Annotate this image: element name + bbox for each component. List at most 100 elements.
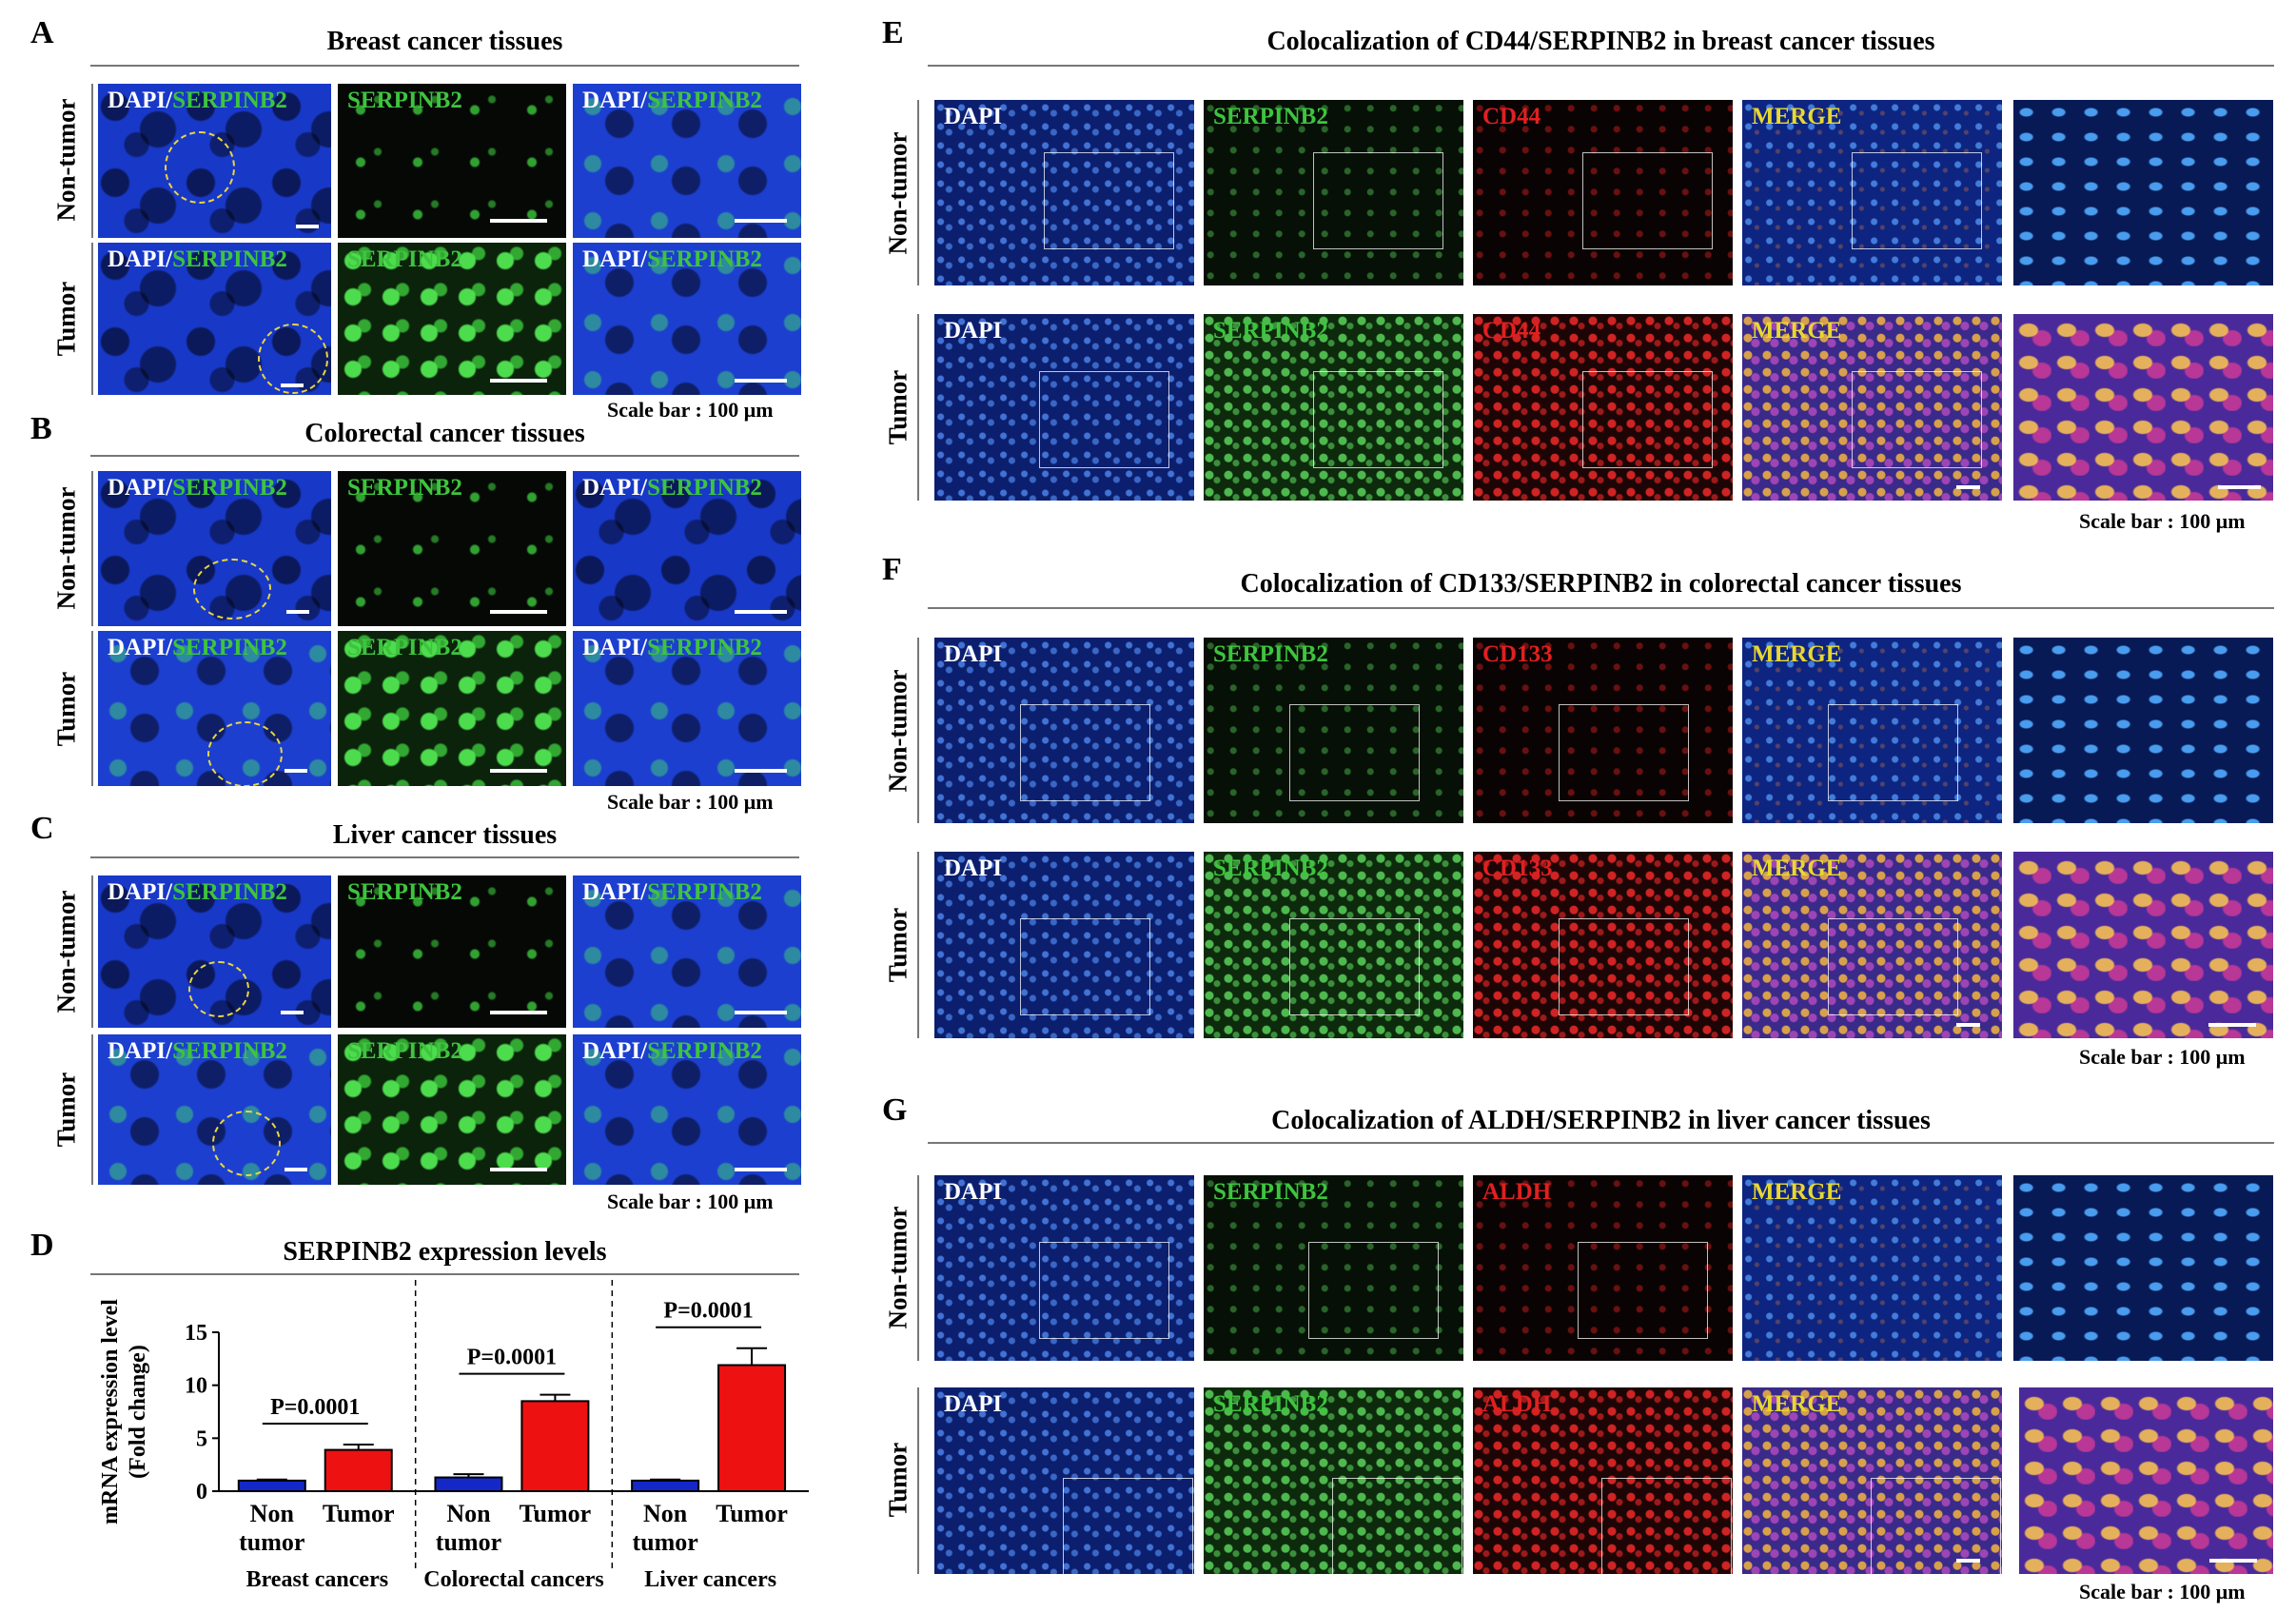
image-label: DAPI [944, 1391, 1003, 1417]
image-label: MERGE [1752, 641, 1842, 667]
micrograph-zoom: DAPI/SERPINB2 [573, 243, 801, 395]
image-label: DAPI [944, 1179, 1003, 1205]
micrograph-dapi: DAPI [934, 314, 1194, 501]
image-label: DAPI [944, 318, 1003, 344]
micrograph-merge: MERGE [1742, 1387, 2002, 1574]
image-label: CD44 [1482, 104, 1541, 129]
image-label: DAPI/SERPINB2 [108, 88, 287, 113]
panel-c-title: Liver cancer tissues [332, 820, 558, 850]
scale-bar [281, 384, 304, 387]
image-label: DAPI [944, 641, 1003, 667]
micrograph-dapi-serpinb2: DAPI/SERPINB2 [98, 1034, 331, 1185]
micrograph-zoom: DAPI/SERPINB2 [573, 875, 801, 1028]
zoom-region-box [1020, 918, 1150, 1015]
zoom-region-circle [258, 324, 328, 394]
micrograph-merge: MERGE [1742, 314, 2002, 501]
row-label-non-tumor: Non-tumor [51, 486, 81, 610]
micrograph-merge: MERGE [1742, 1175, 2002, 1361]
image-label: DAPI/SERPINB2 [108, 635, 287, 660]
row-divider [91, 471, 93, 626]
bar-non-tumor [237, 1479, 306, 1493]
panel-f-title: Colocalization of CD133/SERPINB2 in colo… [1240, 569, 1962, 599]
bar-tumor [324, 1448, 393, 1492]
bar-tumor [520, 1400, 590, 1492]
micrograph-merge: MERGE [1742, 638, 2002, 823]
image-label: MERGE [1752, 856, 1842, 881]
panel-e-rule [928, 65, 2274, 67]
micrograph-dapi-serpinb2: DAPI/SERPINB2 [98, 631, 331, 786]
micrograph-dapi-serpinb2: DAPI/SERPINB2 [98, 84, 331, 238]
image-label: SERPINB2 [347, 246, 462, 272]
scale-bar [490, 1168, 547, 1171]
group-label: Colorectal cancers [423, 1567, 603, 1592]
image-label: SERPINB2 [347, 879, 462, 905]
zoom-region-box [1332, 1478, 1462, 1574]
micrograph-cd44: CD44 [1473, 100, 1733, 285]
scale-bar [735, 610, 787, 614]
panel-d-rule [90, 1273, 799, 1275]
zoom-region-box [1871, 1478, 2001, 1574]
panel-e-title: Colocalization of CD44/SERPINB2 in breas… [1266, 27, 1935, 56]
micrograph-aldh: ALDH [1473, 1387, 1733, 1574]
zoom-region-box [1828, 918, 1958, 1015]
image-label: SERPINB2 [1213, 1391, 1328, 1417]
image-label: DAPI/SERPINB2 [582, 88, 762, 113]
micrograph-zoom [2013, 314, 2273, 501]
row-divider [917, 1175, 919, 1361]
micrograph-zoom: DAPI/SERPINB2 [573, 1034, 801, 1185]
scale-bar [285, 1168, 307, 1171]
expression-bar-chart: mRNA expression level (Fold change) 0 5 10 15… [98, 1280, 809, 1592]
scale-bar [490, 379, 547, 383]
zoom-region-box [1039, 1242, 1169, 1339]
panel-a-rule [90, 65, 799, 67]
micrograph-dapi: DAPI [934, 100, 1194, 285]
image-label: DAPI/SERPINB2 [108, 879, 287, 905]
image-label: DAPI/SERPINB2 [582, 246, 762, 272]
micrograph-serpinb2: SERPINB2 [338, 84, 566, 238]
row-divider [91, 1034, 93, 1185]
image-label: ALDH [1482, 1391, 1552, 1417]
image-label: CD133 [1482, 641, 1553, 667]
row-label-non-tumor: Non-tumor [51, 98, 81, 222]
image-label: SERPINB2 [1213, 318, 1328, 344]
scale-bar [490, 769, 547, 773]
micrograph-zoom: DAPI/SERPINB2 [573, 631, 801, 786]
zoom-region-circle [165, 131, 235, 204]
image-label: DAPI [944, 104, 1003, 129]
image-label: SERPINB2 [347, 1038, 462, 1064]
micrograph-zoom [2013, 1175, 2273, 1361]
row-label-non-tumor: Non-tumor [883, 669, 913, 793]
image-label: DAPI/SERPINB2 [582, 475, 762, 501]
zoom-region-box [1578, 1242, 1708, 1339]
scale-bar [735, 1011, 787, 1014]
micrograph-serpinb2: SERPINB2 [338, 243, 566, 395]
panel-label-d: D [30, 1228, 54, 1263]
x-tick-label: tumor [436, 1528, 501, 1556]
zoom-region-box [1559, 918, 1689, 1015]
micrograph-serpinb2: SERPINB2 [338, 1034, 566, 1185]
zoom-region-box [1289, 704, 1420, 801]
micrograph-cd133: CD133 [1473, 638, 1733, 823]
micrograph-dapi: DAPI [934, 1175, 1194, 1361]
scale-bar-caption: Scale bar : 100 μm [2079, 1580, 2246, 1603]
scale-bar [735, 379, 787, 383]
image-label: SERPINB2 [347, 88, 462, 113]
image-label: MERGE [1752, 1179, 1842, 1205]
y-axis-label-unit: (Fold change) [126, 1345, 150, 1479]
panel-b-rule [90, 455, 799, 457]
scale-bar-caption: Scale bar : 100 μm [2079, 509, 2246, 533]
row-divider [91, 875, 93, 1028]
image-label: DAPI/SERPINB2 [582, 879, 762, 905]
image-label: DAPI/SERPINB2 [108, 475, 287, 501]
image-label: MERGE [1752, 104, 1842, 129]
zoom-region-circle [212, 1111, 281, 1176]
scale-bar [285, 769, 307, 773]
panel-label-c: C [30, 811, 54, 846]
x-tick-label: Non [446, 1500, 491, 1527]
x-tick-label: tumor [632, 1528, 697, 1556]
row-label-tumor: Tumor [883, 1442, 913, 1518]
image-label: MERGE [1752, 1391, 1842, 1417]
zoom-region-box [1828, 704, 1958, 801]
y-tick-label: 15 [185, 1321, 207, 1346]
image-label: SERPINB2 [347, 635, 462, 660]
